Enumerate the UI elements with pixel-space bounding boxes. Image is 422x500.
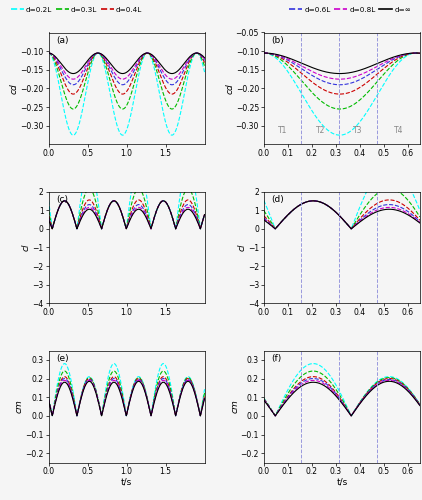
Text: (e): (e)	[56, 354, 69, 363]
Text: T3: T3	[353, 126, 363, 136]
Y-axis label: cd: cd	[225, 83, 234, 94]
Y-axis label: cl: cl	[22, 244, 31, 251]
Text: (f): (f)	[272, 354, 282, 363]
Text: (c): (c)	[56, 195, 68, 204]
Text: T2: T2	[316, 126, 325, 136]
Legend: d=0.2L, d=0.3L, d=0.4L: d=0.2L, d=0.3L, d=0.4L	[8, 4, 145, 16]
X-axis label: t/s: t/s	[121, 478, 132, 487]
Y-axis label: cm: cm	[15, 400, 24, 413]
Text: T4: T4	[394, 126, 403, 136]
X-axis label: t/s: t/s	[336, 478, 347, 487]
Text: T1: T1	[278, 126, 287, 136]
Legend: d=0.6L, d=0.8L, d=∞: d=0.6L, d=0.8L, d=∞	[287, 4, 414, 16]
Text: (d): (d)	[272, 195, 284, 204]
Y-axis label: cd: cd	[10, 83, 19, 94]
Text: (a): (a)	[56, 36, 69, 45]
Text: (b): (b)	[272, 36, 284, 45]
Y-axis label: cl: cl	[237, 244, 246, 251]
Y-axis label: cm: cm	[230, 400, 239, 413]
